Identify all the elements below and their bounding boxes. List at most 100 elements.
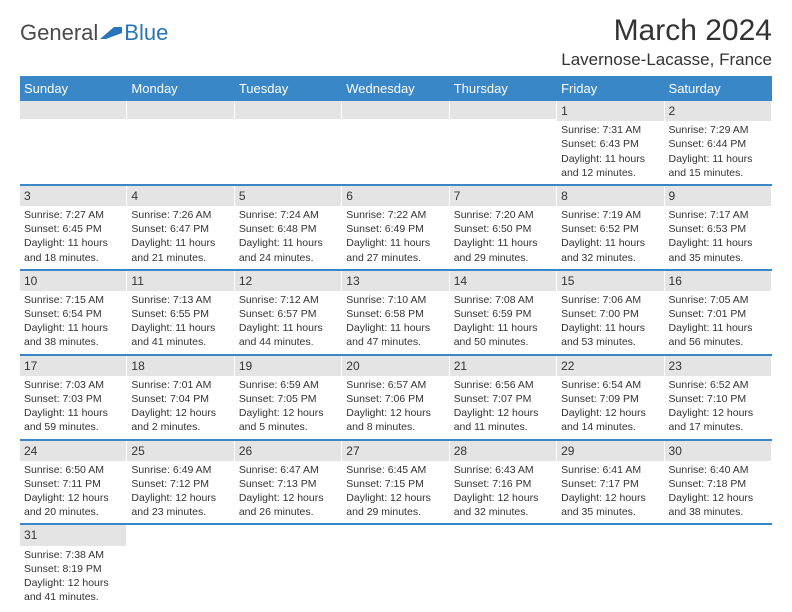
dl1-text: Daylight: 12 hours [24, 491, 122, 505]
calendar-row: 1Sunrise: 7:31 AMSunset: 6:43 PMDaylight… [20, 101, 772, 186]
day-number: 2 [665, 101, 771, 121]
dl1-text: Daylight: 11 hours [561, 321, 659, 335]
sunset-text: Sunset: 7:16 PM [454, 477, 552, 491]
dl2-text: and 17 minutes. [669, 420, 767, 434]
calendar-cell: 10Sunrise: 7:15 AMSunset: 6:54 PMDayligh… [20, 271, 127, 354]
sunrise-text: Sunrise: 7:01 AM [131, 378, 229, 392]
sunrise-text: Sunrise: 6:50 AM [24, 463, 122, 477]
dl2-text: and 26 minutes. [239, 505, 337, 519]
cell-content: Sunrise: 7:08 AMSunset: 6:59 PMDaylight:… [450, 291, 556, 354]
calendar-cell: 28Sunrise: 6:43 AMSunset: 7:16 PMDayligh… [450, 441, 557, 524]
weekday-label: Tuesday [235, 76, 342, 101]
day-number: 27 [342, 441, 448, 461]
sunrise-text: Sunrise: 6:56 AM [454, 378, 552, 392]
calendar-body: 1Sunrise: 7:31 AMSunset: 6:43 PMDaylight… [20, 101, 772, 608]
day-number: 17 [20, 356, 126, 376]
sunset-text: Sunset: 6:54 PM [24, 307, 122, 321]
calendar-cell: 8Sunrise: 7:19 AMSunset: 6:52 PMDaylight… [557, 186, 664, 269]
calendar-cell: 6Sunrise: 7:22 AMSunset: 6:49 PMDaylight… [342, 186, 449, 269]
dl1-text: Daylight: 12 hours [669, 406, 767, 420]
sunrise-text: Sunrise: 7:05 AM [669, 293, 767, 307]
cell-content: Sunrise: 6:56 AMSunset: 7:07 PMDaylight:… [450, 376, 556, 439]
calendar-cell: 25Sunrise: 6:49 AMSunset: 7:12 PMDayligh… [127, 441, 234, 524]
weekday-label: Saturday [665, 76, 772, 101]
dl2-text: and 41 minutes. [131, 335, 229, 349]
cell-content: Sunrise: 7:38 AMSunset: 8:19 PMDaylight:… [20, 546, 126, 609]
calendar-cell [20, 101, 127, 184]
day-number [557, 525, 663, 543]
sunrise-text: Sunrise: 7:38 AM [24, 548, 122, 562]
sunset-text: Sunset: 7:05 PM [239, 392, 337, 406]
calendar-cell [127, 525, 234, 608]
sunset-text: Sunset: 8:19 PM [24, 562, 122, 576]
dl1-text: Daylight: 12 hours [131, 406, 229, 420]
dl1-text: Daylight: 11 hours [131, 321, 229, 335]
dl1-text: Daylight: 11 hours [24, 406, 122, 420]
sunrise-text: Sunrise: 7:20 AM [454, 208, 552, 222]
sunrise-text: Sunrise: 6:49 AM [131, 463, 229, 477]
dl2-text: and 18 minutes. [24, 251, 122, 265]
sunrise-text: Sunrise: 7:13 AM [131, 293, 229, 307]
sunset-text: Sunset: 7:09 PM [561, 392, 659, 406]
cell-content: Sunrise: 6:49 AMSunset: 7:12 PMDaylight:… [127, 461, 233, 524]
weekday-label: Sunday [20, 76, 127, 101]
day-number [235, 101, 341, 119]
cell-content: Sunrise: 7:27 AMSunset: 6:45 PMDaylight:… [20, 206, 126, 269]
calendar-cell: 2Sunrise: 7:29 AMSunset: 6:44 PMDaylight… [665, 101, 772, 184]
cell-content: Sunrise: 7:05 AMSunset: 7:01 PMDaylight:… [665, 291, 771, 354]
dl1-text: Daylight: 11 hours [669, 152, 767, 166]
weekday-header: Sunday Monday Tuesday Wednesday Thursday… [20, 76, 772, 101]
calendar-cell [557, 525, 664, 608]
day-number: 21 [450, 356, 556, 376]
dl1-text: Daylight: 12 hours [561, 491, 659, 505]
cell-content: Sunrise: 7:19 AMSunset: 6:52 PMDaylight:… [557, 206, 663, 269]
sunrise-text: Sunrise: 7:22 AM [346, 208, 444, 222]
calendar-cell [342, 101, 449, 184]
calendar-row: 3Sunrise: 7:27 AMSunset: 6:45 PMDaylight… [20, 186, 772, 271]
day-number [235, 525, 341, 543]
cell-content: Sunrise: 7:01 AMSunset: 7:04 PMDaylight:… [127, 376, 233, 439]
calendar-cell: 9Sunrise: 7:17 AMSunset: 6:53 PMDaylight… [665, 186, 772, 269]
weekday-label: Monday [127, 76, 234, 101]
sunrise-text: Sunrise: 7:06 AM [561, 293, 659, 307]
sunset-text: Sunset: 6:48 PM [239, 222, 337, 236]
day-number: 26 [235, 441, 341, 461]
cell-content: Sunrise: 6:45 AMSunset: 7:15 PMDaylight:… [342, 461, 448, 524]
logo-text-2: Blue [124, 20, 168, 46]
day-number: 18 [127, 356, 233, 376]
day-number [450, 101, 556, 119]
sunrise-text: Sunrise: 7:31 AM [561, 123, 659, 137]
day-number: 11 [127, 271, 233, 291]
location: Lavernose-Lacasse, France [561, 50, 772, 70]
calendar-cell [127, 101, 234, 184]
dl1-text: Daylight: 12 hours [24, 576, 122, 590]
dl1-text: Daylight: 11 hours [346, 321, 444, 335]
dl1-text: Daylight: 11 hours [24, 236, 122, 250]
sunrise-text: Sunrise: 6:54 AM [561, 378, 659, 392]
sunrise-text: Sunrise: 6:45 AM [346, 463, 444, 477]
day-number: 1 [557, 101, 663, 121]
day-number [20, 101, 126, 119]
day-number: 31 [20, 525, 126, 545]
weekday-label: Wednesday [342, 76, 449, 101]
month-title: March 2024 [561, 14, 772, 48]
day-number: 22 [557, 356, 663, 376]
calendar-cell: 22Sunrise: 6:54 AMSunset: 7:09 PMDayligh… [557, 356, 664, 439]
flag-icon [100, 25, 122, 41]
cell-content: Sunrise: 6:59 AMSunset: 7:05 PMDaylight:… [235, 376, 341, 439]
cell-content: Sunrise: 7:15 AMSunset: 6:54 PMDaylight:… [20, 291, 126, 354]
sunset-text: Sunset: 6:59 PM [454, 307, 552, 321]
weekday-label: Thursday [450, 76, 557, 101]
dl1-text: Daylight: 12 hours [454, 491, 552, 505]
day-number: 5 [235, 186, 341, 206]
calendar-cell: 29Sunrise: 6:41 AMSunset: 7:17 PMDayligh… [557, 441, 664, 524]
sunrise-text: Sunrise: 7:27 AM [24, 208, 122, 222]
cell-content: Sunrise: 7:29 AMSunset: 6:44 PMDaylight:… [665, 121, 771, 184]
dl1-text: Daylight: 11 hours [669, 321, 767, 335]
dl2-text: and 50 minutes. [454, 335, 552, 349]
sunrise-text: Sunrise: 7:19 AM [561, 208, 659, 222]
sunset-text: Sunset: 6:50 PM [454, 222, 552, 236]
sunset-text: Sunset: 7:17 PM [561, 477, 659, 491]
sunrise-text: Sunrise: 7:10 AM [346, 293, 444, 307]
day-number: 24 [20, 441, 126, 461]
